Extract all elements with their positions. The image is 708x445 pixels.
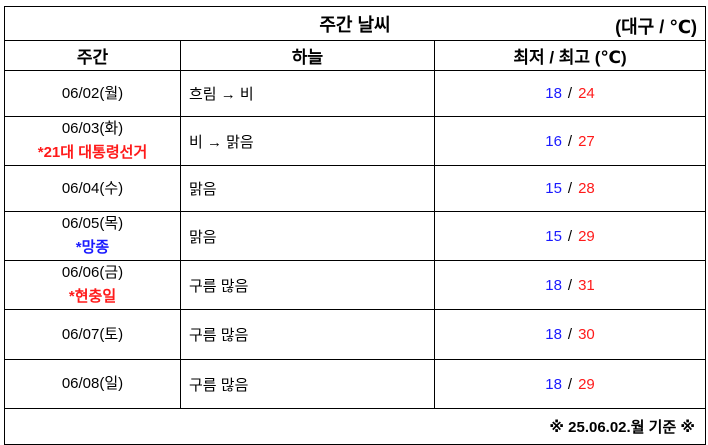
date-cell: 06/04(수) — [4, 165, 181, 212]
title-row: 주간 날씨 (대구 / ℃) — [3, 6, 707, 41]
table-row: 06/04(수) 맑음 15 / 28 — [4, 165, 707, 212]
low-temp: 18 — [545, 85, 562, 102]
date: 06/07(토) — [61, 325, 124, 343]
table-row: 06/02(월) 흐림 → 비 18 / 24 — [4, 70, 707, 117]
date: 06/05(목) — [61, 215, 124, 232]
date: 06/03(화) — [61, 120, 124, 137]
sky-cell: 구름 많음 — [180, 359, 435, 409]
event-note: *망종 — [75, 239, 110, 256]
temp-cell: 18 / 29 — [433, 359, 707, 409]
date-cell: 06/08(일) — [4, 359, 181, 409]
temp-separator: / — [567, 326, 573, 343]
title-cell: 주간 날씨 (대구 / ℃) — [3, 6, 707, 41]
low-temp: 18 — [545, 326, 562, 343]
date-cell: 06/05(목) *망종 — [4, 211, 181, 261]
temp-cell: 15 / 29 — [433, 211, 707, 261]
table-row: 06/08(일) 구름 많음 18 / 29 — [4, 359, 707, 409]
sky-cell: 구름 많음 — [180, 309, 435, 360]
temp-cell: 18 / 24 — [433, 70, 707, 117]
high-temp: 29 — [578, 227, 595, 245]
temp-cell: 15 / 28 — [433, 165, 707, 212]
low-temp: 15 — [545, 180, 562, 197]
event-note: *21대 대통령선거 — [37, 144, 148, 161]
date-cell: 06/02(월) — [4, 70, 181, 117]
sky-cell: 흐림 → 비 — [180, 70, 435, 117]
header-week: 주간 — [4, 40, 181, 71]
header-sky: 하늘 — [180, 40, 435, 71]
table-row: 06/07(토) 구름 많음 18 / 30 — [4, 309, 707, 360]
high-temp: 29 — [578, 375, 595, 393]
event-note: *현충일 — [68, 288, 117, 305]
temp-separator: / — [567, 132, 573, 150]
temp-separator: / — [567, 180, 573, 197]
low-temp: 18 — [545, 375, 562, 393]
weekly-weather-table: 주간 날씨 (대구 / ℃) 주간 하늘 최저 / 최고 (℃) 06/02(월… — [3, 6, 707, 445]
date: 06/04(수) — [61, 179, 124, 197]
high-temp: 27 — [578, 132, 595, 150]
sky-cell: 맑음 — [180, 211, 435, 261]
temp-separator: / — [567, 227, 573, 245]
temp-separator: / — [567, 276, 573, 294]
date: 06/08(일) — [61, 375, 124, 392]
high-temp: 31 — [578, 276, 595, 294]
header-temp: 최저 / 최고 (℃) — [433, 40, 707, 71]
table-row: 06/06(금) *현충일 구름 많음 18 / 31 — [4, 260, 707, 310]
temp-cell: 16 / 27 — [433, 116, 707, 166]
date-cell: 06/06(금) *현충일 — [4, 260, 181, 310]
table-row: 06/05(목) *망종 맑음 15 / 29 — [4, 211, 707, 261]
location-unit: (대구 / ℃) — [615, 17, 698, 37]
sky-cell: 구름 많음 — [180, 260, 435, 310]
date: 06/06(금) — [61, 264, 124, 281]
sky-cell: 맑음 — [180, 165, 435, 212]
temp-separator: / — [567, 375, 573, 393]
date: 06/02(월) — [61, 84, 124, 102]
temp-cell: 18 / 30 — [433, 309, 707, 360]
footer-row: ※ 25.06.02.월 기준 ※ — [3, 408, 707, 445]
date-cell: 06/07(토) — [4, 309, 181, 360]
date-cell: 06/03(화) *21대 대통령선거 — [4, 116, 181, 166]
high-temp: 30 — [578, 326, 595, 343]
high-temp: 24 — [578, 85, 595, 102]
header-row: 주간 하늘 최저 / 최고 (℃) — [4, 40, 707, 71]
high-temp: 28 — [578, 180, 595, 197]
table-title: 주간 날씨 — [319, 14, 391, 35]
temp-separator: / — [567, 85, 573, 102]
low-temp: 15 — [545, 227, 562, 245]
table-row: 06/03(화) *21대 대통령선거 비 → 맑음 16 / 27 — [4, 116, 707, 166]
low-temp: 16 — [545, 132, 562, 150]
sky-cell: 비 → 맑음 — [180, 116, 435, 166]
temp-cell: 18 / 31 — [433, 260, 707, 310]
footer-note: ※ 25.06.02.월 기준 ※ — [3, 408, 707, 445]
low-temp: 18 — [545, 276, 562, 294]
